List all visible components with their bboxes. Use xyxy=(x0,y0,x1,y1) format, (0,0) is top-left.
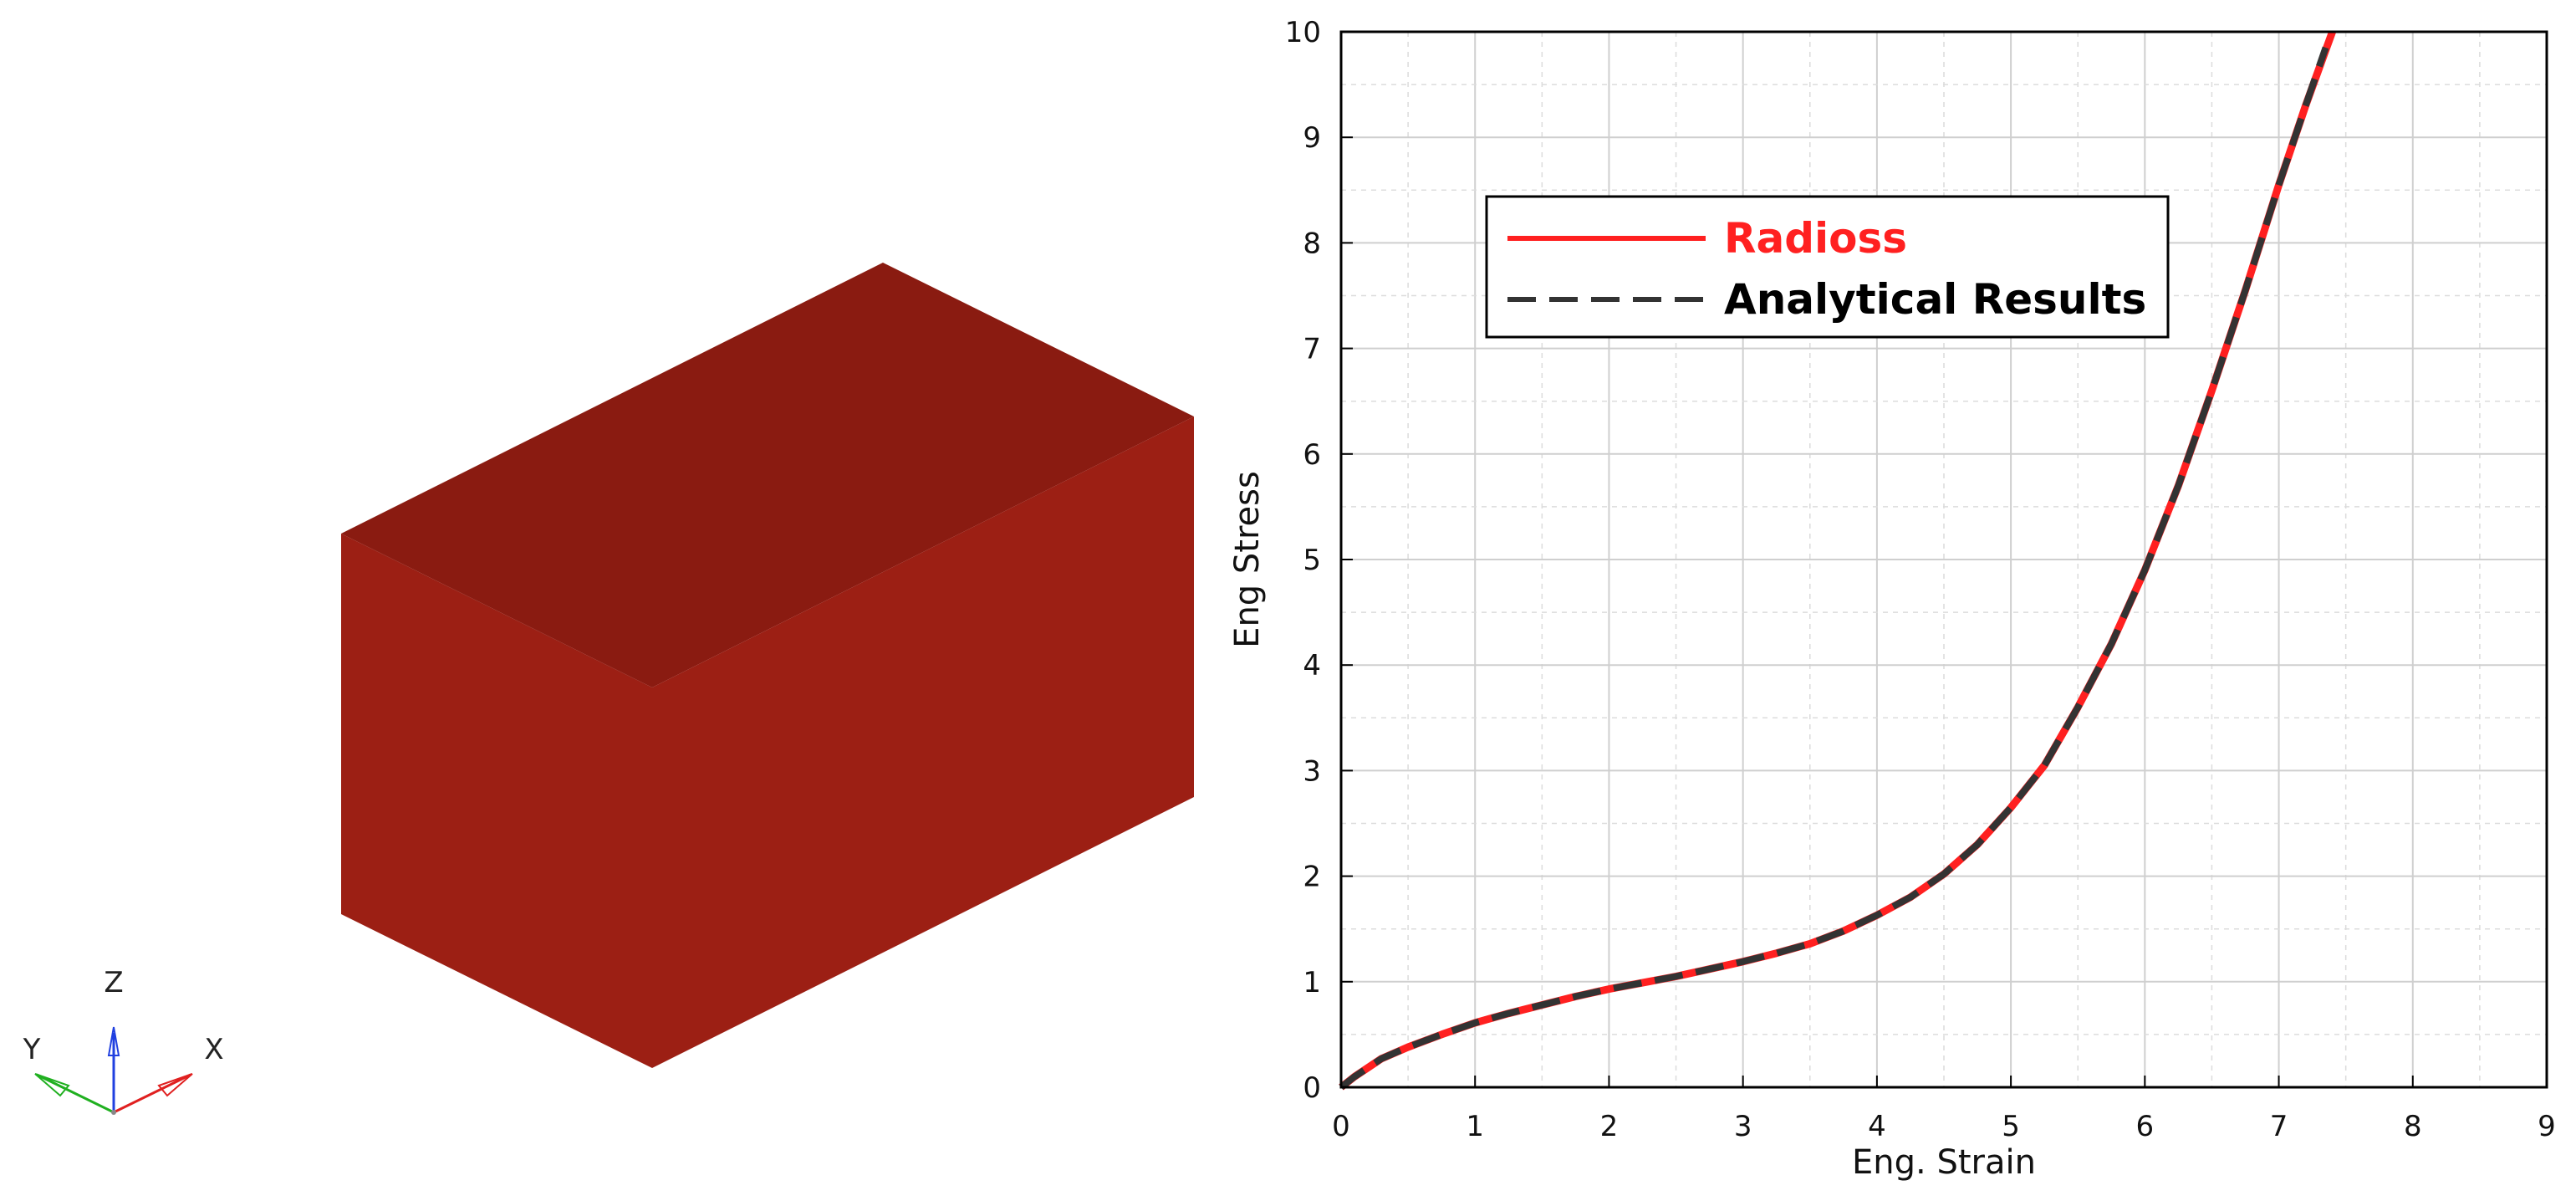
x-tick-label: 8 xyxy=(2404,1110,2422,1143)
x-tick-label: 6 xyxy=(2136,1110,2155,1143)
y-tick-label: 0 xyxy=(1303,1071,1321,1105)
x-tick-label: 1 xyxy=(1466,1110,1484,1143)
legend-box xyxy=(1485,195,2170,339)
x-tick-label: 0 xyxy=(1332,1110,1350,1143)
y-tick-label: 10 xyxy=(1285,16,1321,49)
y-tick-label: 4 xyxy=(1303,649,1321,682)
model-viewport xyxy=(341,263,1194,1068)
x-tick-label: 4 xyxy=(1868,1110,1886,1143)
series-line-analytical xyxy=(1339,46,2329,1091)
box-right-face xyxy=(652,417,1194,1068)
triad-x-arrow-icon xyxy=(157,1073,193,1097)
x-tick-label: 5 xyxy=(2002,1110,2020,1143)
y-tick-label: 5 xyxy=(1303,544,1321,577)
legend-label-analytical: Analytical Results xyxy=(1724,275,2146,324)
x-tick-label: 9 xyxy=(2538,1110,2556,1143)
axis-triad: Z X Y xyxy=(23,966,224,1115)
triad-x-label: X xyxy=(204,1033,223,1066)
triad-y-label: Y xyxy=(23,1033,41,1066)
x-tick-label: 2 xyxy=(1600,1110,1619,1143)
chart-series xyxy=(1339,30,2336,1091)
triad-x-axis xyxy=(113,1073,191,1114)
legend-label-radioss: Radioss xyxy=(1724,214,1907,263)
triad-z-arrow-icon xyxy=(107,1026,120,1056)
legend: Radioss Analytical Results xyxy=(1485,195,2170,339)
triad-origin xyxy=(111,1110,116,1115)
y-tick-label: 6 xyxy=(1303,438,1321,472)
y-tick-label: 8 xyxy=(1303,227,1321,260)
triad-y-arrow-icon xyxy=(34,1073,70,1097)
box-top-face xyxy=(341,263,1194,687)
y-tick-label: 2 xyxy=(1303,861,1321,894)
chart: 0 1 2 3 4 5 6 7 8 9 0 1 2 3 4 5 6 7 8 9 10 Eng. Strain Eng S… xyxy=(1228,16,2556,1182)
x-axis-title: Eng. Strain xyxy=(1852,1143,2036,1182)
triad-z-label: Z xyxy=(104,966,123,999)
y-tick-label: 3 xyxy=(1303,754,1321,788)
x-tick-label: 3 xyxy=(1734,1110,1752,1143)
y-tick-label: 7 xyxy=(1303,333,1321,366)
chart-ticks: 0 1 2 3 4 5 6 7 8 9 0 1 2 3 4 5 6 7 8 9 10 xyxy=(1285,16,2556,1143)
y-tick-label: 9 xyxy=(1303,121,1321,155)
x-tick-label: 7 xyxy=(2270,1110,2288,1143)
y-tick-label: 1 xyxy=(1303,966,1321,999)
y-axis-title: Eng Stress xyxy=(1228,471,1267,648)
triad-y-axis xyxy=(36,1073,115,1114)
box-front-face xyxy=(341,534,652,1068)
chart-grid xyxy=(1340,31,2548,1088)
